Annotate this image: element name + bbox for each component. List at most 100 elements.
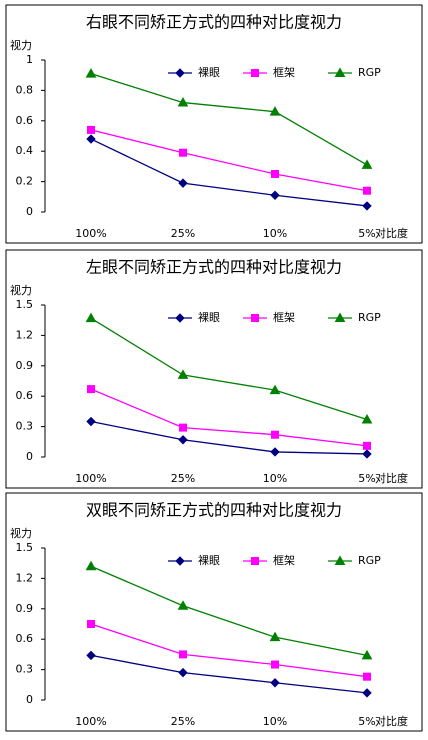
x-tick-label: 5%	[358, 715, 375, 728]
legend-label: 框架	[273, 554, 295, 567]
point	[270, 678, 280, 688]
point	[86, 416, 96, 427]
chart-title: 双眼不同矫正方式的四种对比度视力	[86, 501, 342, 520]
point	[178, 435, 188, 445]
legend-label: 框架	[273, 311, 295, 324]
y-axis-label: 视力	[10, 283, 32, 297]
point	[179, 423, 187, 432]
point	[269, 384, 281, 395]
legend-marker	[251, 69, 259, 77]
point	[361, 159, 373, 169]
point	[271, 660, 279, 669]
line	[90, 623, 368, 678]
x-tick-label: 25%	[171, 715, 195, 728]
y-axis-label: 视力	[10, 526, 32, 540]
line	[90, 129, 368, 192]
y-tick-label: 0.6	[16, 114, 34, 127]
point	[362, 449, 372, 459]
y-tick-label: 0.6	[16, 389, 34, 402]
point	[270, 447, 280, 457]
panel-border	[5, 492, 423, 732]
y-tick-label: 0.6	[16, 632, 34, 645]
point	[178, 178, 188, 188]
legend-marker	[175, 556, 185, 566]
y-tick-label: 1.2	[16, 328, 34, 341]
y-tick-label: 0.8	[16, 83, 34, 96]
point	[177, 369, 189, 379]
legend-marker	[334, 555, 346, 565]
y-tick-label: 0.9	[16, 359, 34, 372]
y-tick-label: 0	[26, 205, 33, 218]
y-tick-label: 0	[26, 450, 33, 463]
point	[85, 312, 97, 323]
x-axis-label: 对比度	[375, 471, 408, 485]
point	[85, 68, 97, 78]
legend-marker	[175, 68, 185, 78]
y-tick-label: 1.2	[16, 571, 34, 584]
point	[177, 97, 189, 107]
point	[85, 560, 97, 571]
y-tick-label: 1.5	[16, 298, 34, 311]
legend-marker	[175, 313, 185, 323]
chart-title: 左眼不同矫正方式的四种对比度视力	[86, 258, 342, 277]
point	[179, 650, 187, 659]
point	[270, 190, 280, 200]
x-tick-label: 10%	[263, 715, 287, 728]
point	[363, 441, 371, 450]
point	[271, 170, 279, 178]
x-tick-label: 10%	[263, 472, 287, 485]
x-tick-label: 10%	[263, 227, 287, 240]
legend-label: 裸眼	[198, 310, 220, 324]
point	[361, 649, 373, 660]
line	[90, 138, 368, 207]
legend-label: 裸眼	[198, 553, 220, 567]
line	[90, 388, 368, 447]
point	[361, 413, 373, 424]
line	[90, 420, 368, 455]
point	[179, 148, 187, 157]
point	[87, 125, 95, 134]
line	[90, 654, 368, 694]
x-axis-label: 对比度	[375, 714, 408, 728]
legend-label: RGP	[358, 311, 381, 324]
legend-marker	[251, 314, 259, 322]
point	[87, 620, 95, 628]
legend-marker	[334, 312, 346, 322]
y-tick-label: 0.3	[16, 663, 34, 676]
legend-marker	[334, 67, 346, 77]
line	[90, 565, 368, 657]
point	[86, 650, 96, 661]
legend-label: 框架	[273, 66, 295, 79]
x-axis-label: 对比度	[375, 226, 408, 240]
chart-title: 右眼不同矫正方式的四种对比度视力	[86, 13, 342, 32]
point	[87, 385, 95, 394]
x-tick-label: 5%	[358, 227, 375, 240]
legend-marker	[251, 557, 259, 565]
point	[178, 667, 188, 678]
point	[362, 201, 372, 211]
x-tick-label: 5%	[358, 472, 375, 485]
x-tick-label: 100%	[75, 227, 106, 240]
legend-label: RGP	[358, 66, 381, 79]
y-tick-label: 0.4	[16, 144, 34, 157]
point	[363, 186, 371, 195]
y-tick-label: 0.3	[16, 420, 34, 433]
point	[363, 672, 371, 681]
y-tick-label: 0.9	[16, 602, 34, 615]
panel-border	[5, 4, 423, 244]
legend-label: RGP	[358, 554, 381, 567]
point	[271, 430, 279, 439]
point	[362, 688, 372, 698]
x-tick-label: 100%	[75, 472, 106, 485]
line	[90, 73, 368, 166]
x-tick-label: 25%	[171, 227, 195, 240]
point	[269, 106, 281, 116]
y-tick-label: 0.2	[16, 175, 34, 188]
y-tick-label: 1	[26, 53, 33, 66]
x-tick-label: 25%	[171, 472, 195, 485]
panel-border	[5, 249, 423, 489]
point	[86, 134, 96, 144]
x-tick-label: 100%	[75, 715, 106, 728]
y-axis-label: 视力	[10, 38, 32, 52]
